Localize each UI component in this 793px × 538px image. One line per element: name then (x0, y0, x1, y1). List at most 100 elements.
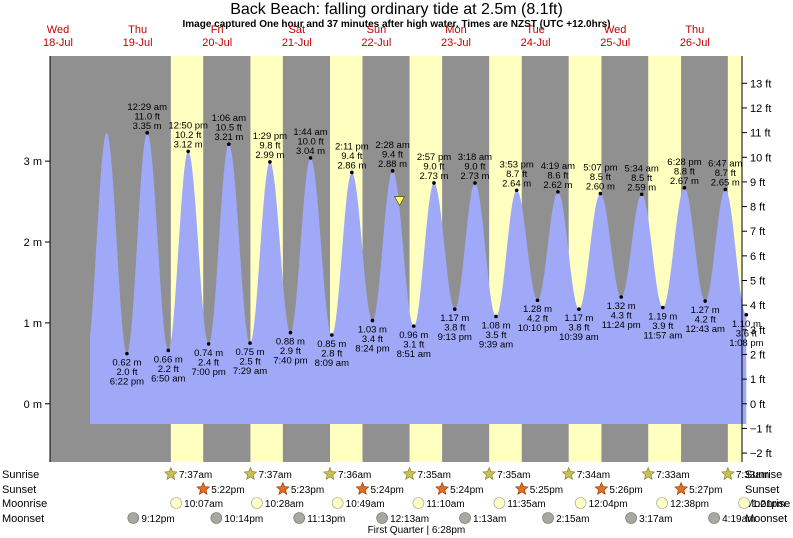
extreme-label: 0.96 m (399, 330, 428, 341)
extreme-label: 8.5 ft (590, 172, 611, 183)
extreme-point (288, 330, 293, 335)
extreme-point (682, 186, 687, 190)
day-name: Wed (47, 24, 69, 36)
m-tick-label: 1 m (24, 318, 42, 330)
ft-tick-label: 13 ft (750, 78, 771, 90)
extreme-label: 12:50 pm (168, 120, 208, 131)
extreme-point (206, 342, 211, 346)
day-name: Mon (445, 24, 466, 36)
sunrise-time: 7:33am (736, 470, 769, 481)
sunset-star-icon (594, 481, 609, 495)
extreme-point (186, 149, 190, 154)
extreme-label: 2.59 m (627, 182, 656, 193)
moonrise-time: 10:49am (346, 499, 385, 510)
extreme-label: 2.2 ft (158, 364, 179, 375)
sunset-star-icon (435, 481, 450, 495)
extreme-label: 12:43 am (685, 324, 725, 335)
m-tick-label: 2 m (24, 237, 42, 249)
extreme-label: 3.8 ft (444, 323, 465, 334)
day-date: 22-Jul (361, 37, 391, 49)
extreme-label: 4.2 ft (695, 315, 716, 326)
extreme-label: 0.74 m (194, 348, 223, 359)
row-label-right: Moonset (745, 513, 787, 525)
day-name: Thu (128, 24, 147, 36)
extreme-label: 3.21 m (214, 132, 243, 143)
day-date: 20-Jul (202, 37, 232, 49)
extreme-label: 7:29 am (233, 366, 267, 377)
moonrise-time: 12:04pm (589, 499, 628, 510)
day-name: Tue (526, 24, 545, 36)
extreme-label: 8:24 pm (355, 343, 389, 354)
moonset-icon (625, 512, 637, 524)
extreme-label: 5:34 am (624, 163, 658, 174)
extreme-label: 10.0 ft (297, 136, 324, 147)
sunrise-time: 7:33am (656, 470, 689, 481)
extreme-label: 2.88 m (378, 159, 407, 170)
day-date: 23-Jul (441, 37, 471, 49)
extreme-label: 0.62 m (112, 358, 141, 369)
extreme-label: 6:22 pm (110, 377, 144, 388)
extreme-label: 3.04 m (296, 146, 325, 157)
extreme-label: 3.8 ft (568, 323, 589, 334)
ft-tick-label: 2 ft (750, 349, 765, 361)
day-name: Sun (367, 24, 387, 36)
day-date: 24-Jul (521, 37, 551, 49)
moonrise-time: 10:07am (184, 499, 223, 510)
extreme-label: 1.08 m (481, 320, 510, 331)
extreme-label: 9.0 ft (464, 161, 485, 172)
extreme-label: 11:24 pm (602, 320, 641, 331)
extreme-label: 10.2 ft (175, 130, 202, 141)
extreme-label: 2.65 m (711, 177, 740, 188)
extreme-point (514, 188, 519, 193)
extreme-label: 0.75 m (235, 347, 264, 358)
extreme-label: 2.4 ft (198, 357, 219, 368)
ft-tick-label: 0 ft (750, 399, 765, 411)
sunrise-time: 7:35am (497, 470, 530, 481)
astronomy-rows: Sunrise Sunrise Sunset Sunset Moonrise Moonri… (2, 466, 790, 536)
extreme-point (330, 333, 334, 337)
sunrise-star-icon (641, 466, 656, 480)
sunset-time: 5:24pm (371, 485, 404, 496)
extreme-label: 4:19 am (541, 161, 575, 172)
extreme-label: 6:50 am (151, 373, 185, 384)
extreme-label: 11.0 ft (134, 111, 160, 122)
moonrise-icon (170, 497, 182, 509)
sunset-time: 5:23pm (291, 485, 324, 496)
moonset-time: 4:19am (722, 514, 755, 525)
moonrise-time: 11:10am (426, 499, 464, 510)
extreme-label: 1.27 m (691, 305, 720, 316)
row-label-right: Sunset (745, 484, 779, 496)
sunset-star-icon (355, 481, 370, 495)
extreme-label: 8:09 am (315, 358, 349, 369)
ft-tick-label: 3 ft (750, 325, 765, 337)
extreme-label: 2.73 m (419, 171, 448, 182)
sunrise-time: 7:37am (258, 470, 291, 481)
extreme-label: 3.12 m (174, 139, 203, 150)
moonset-time: 1:13am (473, 514, 506, 525)
extreme-label: 5:07 pm (583, 162, 617, 173)
moonset-time: 12:13am (390, 514, 429, 525)
sunrise-star-icon (720, 466, 735, 480)
extreme-label: 1.28 m (523, 304, 552, 315)
extreme-label: 1:44 am (293, 127, 327, 138)
extreme-point (308, 156, 313, 160)
extreme-label: 11:57 am (643, 331, 682, 342)
sunset-time: 5:25pm (530, 485, 563, 496)
ft-tick-label: 12 ft (750, 103, 771, 115)
extreme-point (432, 181, 436, 185)
ft-tick-label: 7 ft (750, 226, 765, 238)
extreme-label: 1.19 m (648, 312, 677, 323)
extreme-label: 0.66 m (154, 354, 183, 365)
moonrise-icon (574, 497, 587, 509)
moonrise-icon (412, 497, 425, 509)
sunset-time: 5:22pm (211, 485, 244, 496)
moonrise-time: 10:28am (265, 499, 304, 510)
extreme-label: 9:39 am (479, 339, 513, 350)
extreme-point (125, 351, 129, 356)
ft-tick-label: 4 ft (750, 300, 765, 312)
extreme-label: 1:06 am (212, 113, 246, 124)
moonset-time: 2:15am (556, 514, 589, 525)
ft-tick-label: 6 ft (750, 251, 765, 263)
extreme-label: 8.7 ft (715, 168, 736, 179)
extreme-point (556, 190, 560, 194)
